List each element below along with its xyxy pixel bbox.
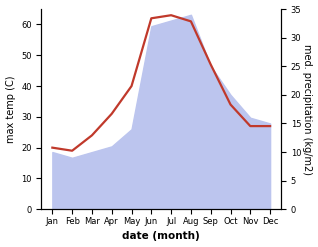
Y-axis label: med. precipitation (kg/m2): med. precipitation (kg/m2) (302, 44, 313, 175)
X-axis label: date (month): date (month) (122, 231, 200, 242)
Y-axis label: max temp (C): max temp (C) (5, 75, 16, 143)
